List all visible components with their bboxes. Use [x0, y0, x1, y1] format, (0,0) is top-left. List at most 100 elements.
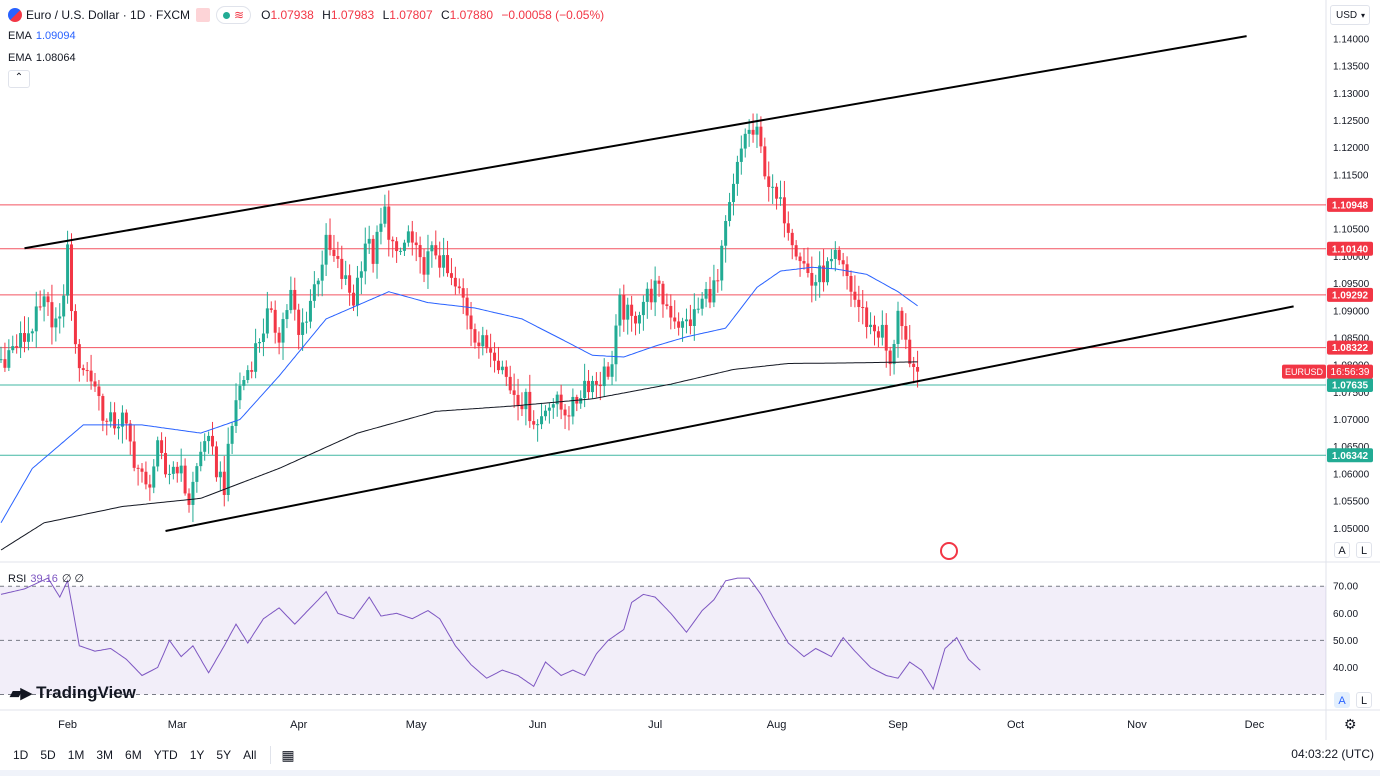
timeframe-5d[interactable]: 5D: [40, 748, 56, 762]
candle-body: [782, 197, 786, 224]
symbol-title[interactable]: Euro / U.S. Dollar · 1D · FXCM: [26, 8, 191, 22]
timeframe-1y[interactable]: 1Y: [189, 748, 205, 762]
candle-body: [563, 409, 567, 416]
timeframe-1m[interactable]: 1M: [67, 748, 85, 762]
candle-body: [132, 441, 136, 468]
candle-body: [105, 420, 109, 422]
indicator-ema-fast[interactable]: EMA 1.09094: [8, 30, 76, 42]
calendar-icon[interactable]: ▦: [281, 746, 295, 763]
economic-event-icon: [940, 542, 958, 560]
candle-body: [583, 380, 587, 399]
candle-body: [352, 292, 356, 306]
candle-body: [571, 396, 575, 417]
candle-body: [661, 283, 665, 305]
collapse-legend-button[interactable]: ⌃: [8, 70, 30, 88]
level-price-badge: [1327, 340, 1373, 355]
scale-auto-button[interactable]: A: [1334, 542, 1350, 558]
candle-body: [755, 126, 759, 135]
price-tick-label: 1.13000: [1333, 89, 1370, 100]
ohlc-open: O1.07938: [261, 8, 314, 22]
timeframe-ytd[interactable]: YTD: [153, 748, 178, 762]
candle-body: [3, 359, 7, 368]
candle-body: [872, 324, 876, 332]
candle-body: [669, 305, 673, 318]
candle-body: [837, 249, 841, 261]
candle-body: [355, 277, 359, 306]
candle-body: [861, 307, 865, 309]
candle-body: [136, 467, 140, 469]
level-price-label: 1.08322: [1332, 343, 1369, 354]
candle-body: [900, 310, 904, 327]
trendline: [24, 35, 1247, 250]
utc-clock[interactable]: 04:03:22 (UTC): [1291, 747, 1374, 761]
ohlc-values: O1.07938 H1.07983 L1.07807 C1.07880 −0.0…: [261, 8, 604, 22]
candle-body: [305, 321, 309, 323]
stream-icon[interactable]: [196, 8, 211, 22]
candle-body: [708, 288, 712, 303]
candle-body: [195, 466, 199, 482]
candle-body: [598, 384, 602, 387]
candle-body: [653, 280, 657, 303]
candle-body: [277, 332, 281, 343]
candle-body: [191, 481, 195, 505]
price-tick-label: 1.12000: [1333, 143, 1370, 154]
candle-body: [665, 304, 669, 306]
candle-body: [58, 316, 62, 319]
indicator-value: 1.08064: [35, 52, 76, 64]
rsi-scale-auto-button[interactable]: A: [1334, 692, 1350, 708]
bottom-strip: [0, 770, 1380, 776]
candle-body: [26, 333, 30, 342]
candle-body: [113, 412, 117, 429]
level-price-label: 1.10948: [1332, 200, 1369, 211]
rsi-value: 39.16: [30, 573, 58, 585]
candle-body: [379, 223, 383, 232]
price-chart[interactable]: 1.14000 1.13500 1.13000 1.12500 1.12000 1.115…: [0, 0, 1380, 740]
candle-body: [320, 264, 324, 281]
candle-body: [540, 416, 544, 425]
indicator-rsi[interactable]: RSI 39.16 ∅ ∅: [8, 572, 84, 585]
price-tick-label: 1.06000: [1333, 469, 1370, 480]
indicator-ema-slow[interactable]: EMA 1.08064: [8, 52, 76, 64]
candle-body: [547, 407, 551, 411]
timeframe-1d[interactable]: 1D: [13, 748, 29, 762]
candle-body: [442, 255, 446, 268]
candle-body: [469, 315, 473, 330]
candle-body: [199, 451, 203, 467]
candle-body: [175, 466, 179, 474]
candle-body: [912, 363, 916, 367]
level-price-badge: [1327, 241, 1373, 256]
timeframe-all[interactable]: All: [243, 748, 257, 762]
rsi-scale-log-button[interactable]: L: [1356, 692, 1372, 708]
candle-body: [806, 263, 810, 273]
timeframe-6m[interactable]: 6M: [125, 748, 142, 762]
candle-body: [246, 370, 250, 381]
candle-body: [508, 376, 512, 391]
candle-body: [516, 394, 520, 406]
candle-body: [833, 249, 837, 259]
candle-body: [434, 245, 438, 256]
timeframe-5y[interactable]: 5Y: [216, 748, 232, 762]
candle-body: [896, 310, 900, 345]
status-pill[interactable]: ≋: [216, 6, 252, 24]
candle-body: [144, 471, 148, 485]
timeframe-3m[interactable]: 3M: [96, 748, 114, 762]
scale-log-button[interactable]: L: [1356, 542, 1372, 558]
candle-body: [461, 288, 465, 298]
candle-body: [606, 366, 610, 377]
time-tick-label: Nov: [1127, 719, 1147, 731]
candle-body: [626, 304, 630, 320]
candle-body: [790, 232, 794, 246]
candle-body: [543, 410, 547, 417]
candle-body: [426, 251, 430, 275]
candle-body: [85, 370, 89, 372]
candle-body: [207, 435, 211, 442]
candle-body: [814, 282, 818, 286]
level-price-label: 1.09292: [1332, 290, 1369, 301]
candle-body: [336, 256, 340, 259]
candle-body: [771, 186, 775, 188]
candle-body: [751, 129, 755, 135]
gear-icon[interactable]: ⚙: [1344, 716, 1357, 732]
candle-body: [81, 368, 85, 371]
currency-button[interactable]: USD ▾: [1330, 5, 1370, 25]
candle-body: [23, 333, 27, 342]
